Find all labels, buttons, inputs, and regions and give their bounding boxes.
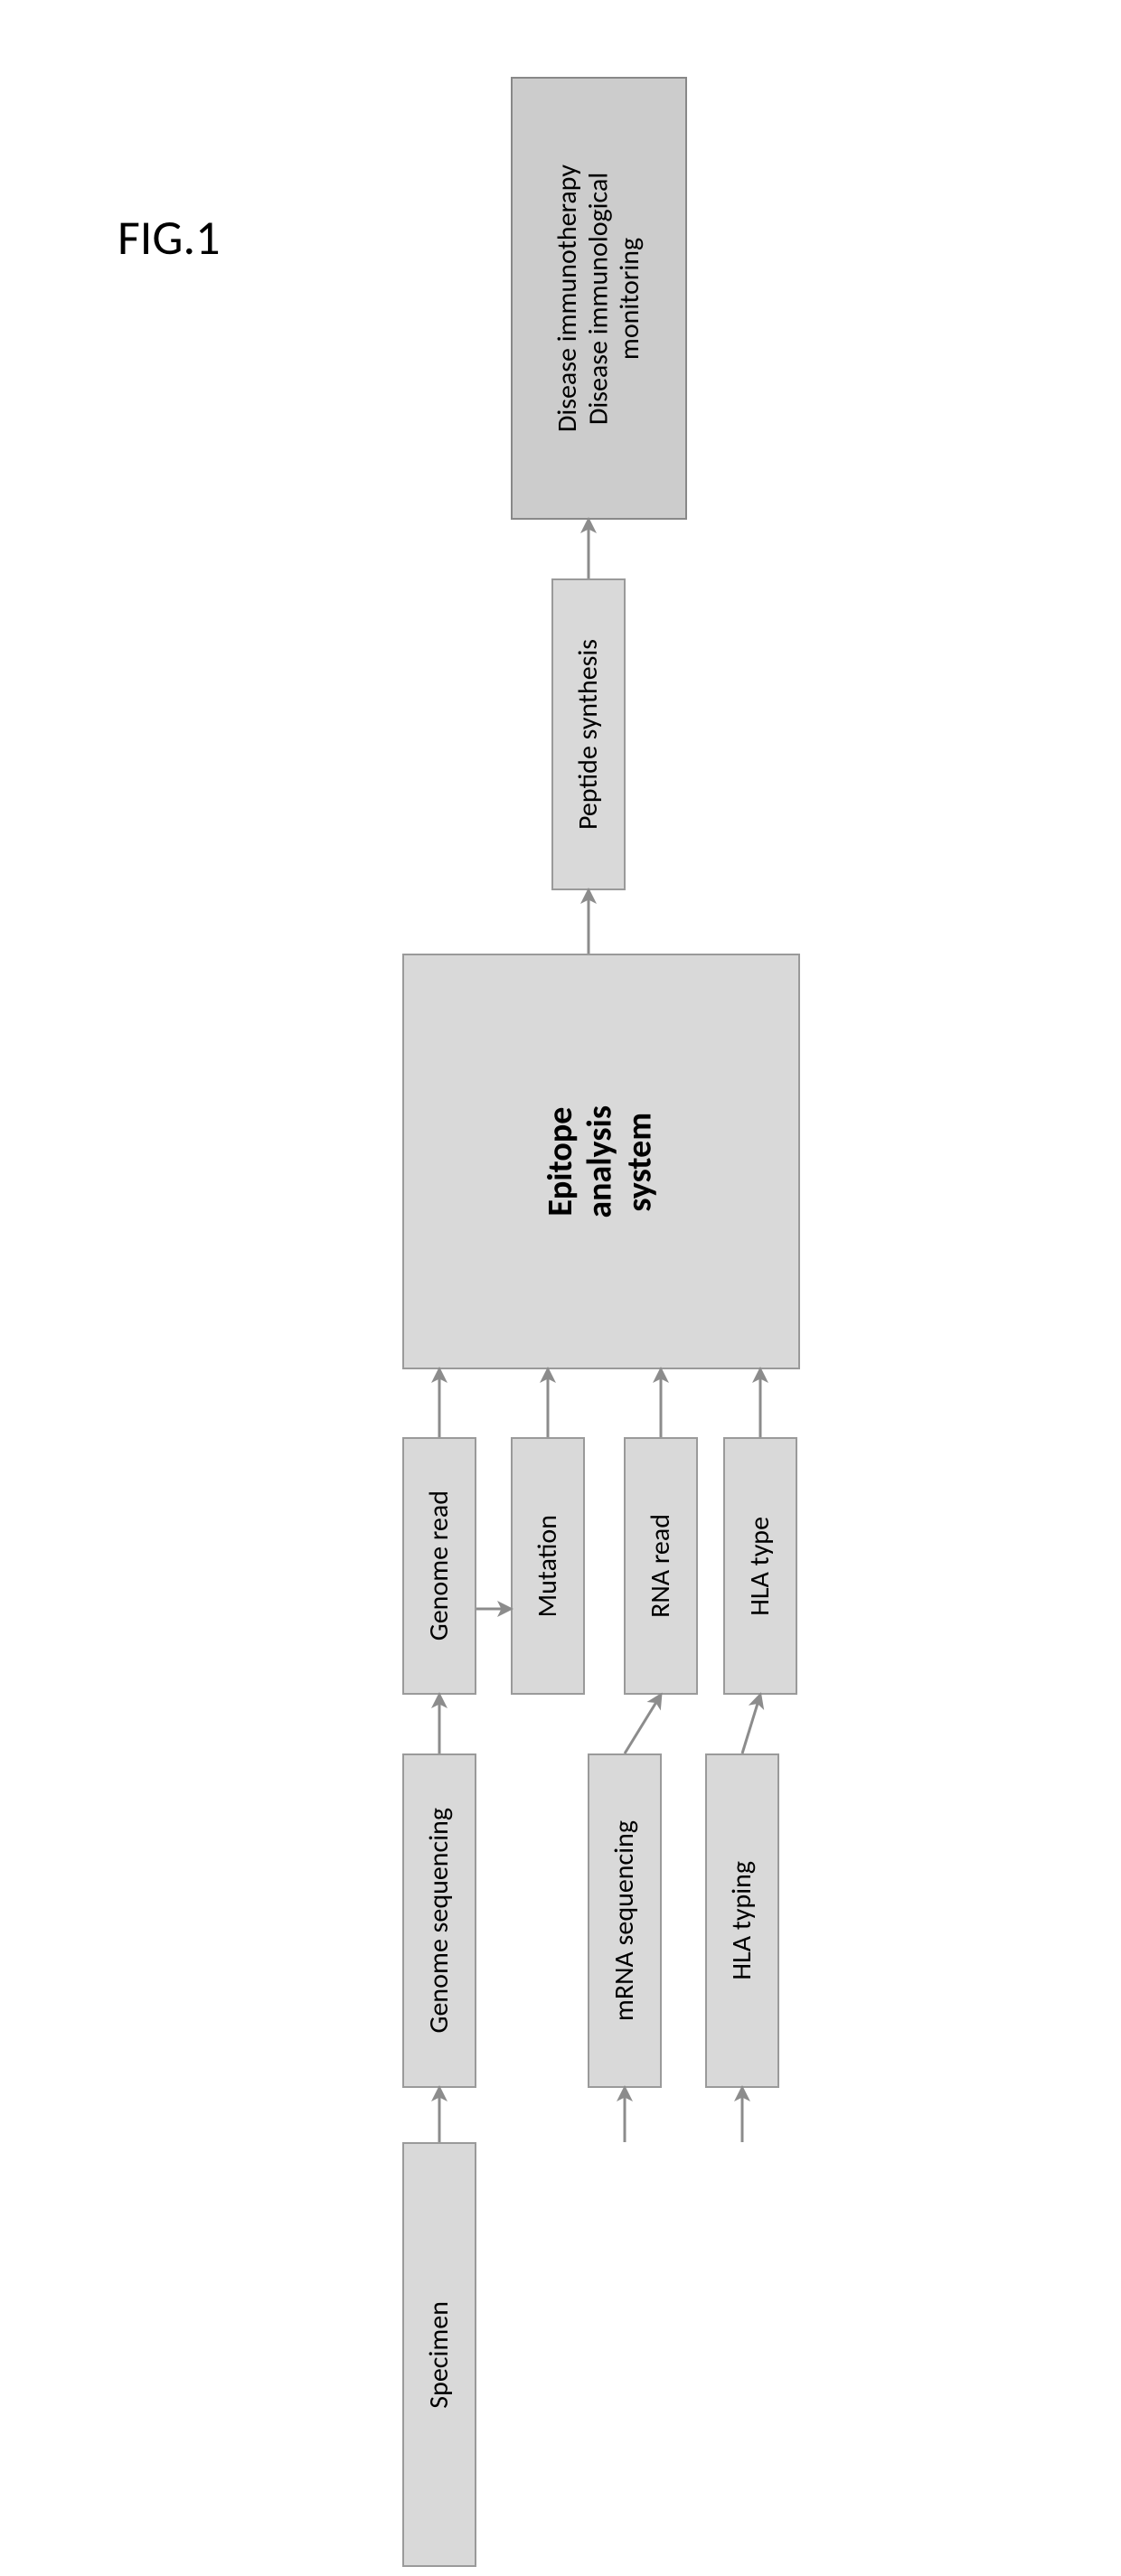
node-label-mutation: Mutation <box>532 1515 564 1617</box>
node-mrnaSeq: mRNA sequencing <box>588 1753 662 2088</box>
arrow-4 <box>625 1695 661 1753</box>
node-outcome: Disease immunotherapy Disease immunologi… <box>511 77 687 520</box>
node-hlaType: HLA type <box>723 1437 797 1695</box>
node-hlaTyping: HLA typing <box>705 1753 779 2088</box>
node-mutation: Mutation <box>511 1437 585 1695</box>
node-label-outcome: Disease immunotherapy Disease immunologi… <box>552 165 646 432</box>
node-specimen: Specimen <box>402 2142 476 2567</box>
node-label-genomeRead: Genome read <box>424 1490 456 1641</box>
arrow-5 <box>742 1695 760 1753</box>
node-epitope: Epitope analysis system <box>402 954 800 1369</box>
node-label-rnaRead: RNA read <box>645 1514 677 1618</box>
node-genomeSeq: Genome sequencing <box>402 1753 476 2088</box>
node-label-epitope: Epitope analysis system <box>542 1105 660 1218</box>
node-peptide: Peptide synthesis <box>551 578 626 890</box>
node-genomeRead: Genome read <box>402 1437 476 1695</box>
figure-label: FIG.1 <box>118 208 220 268</box>
node-label-specimen: Specimen <box>424 2301 456 2409</box>
node-label-genomeSeq: Genome sequencing <box>424 1808 456 2033</box>
node-label-peptide: Peptide synthesis <box>573 639 605 830</box>
node-label-hlaTyping: HLA typing <box>727 1861 758 1980</box>
node-rnaRead: RNA read <box>624 1437 698 1695</box>
node-label-mrnaSeq: mRNA sequencing <box>609 1820 641 2021</box>
node-label-hlaType: HLA type <box>745 1517 777 1616</box>
